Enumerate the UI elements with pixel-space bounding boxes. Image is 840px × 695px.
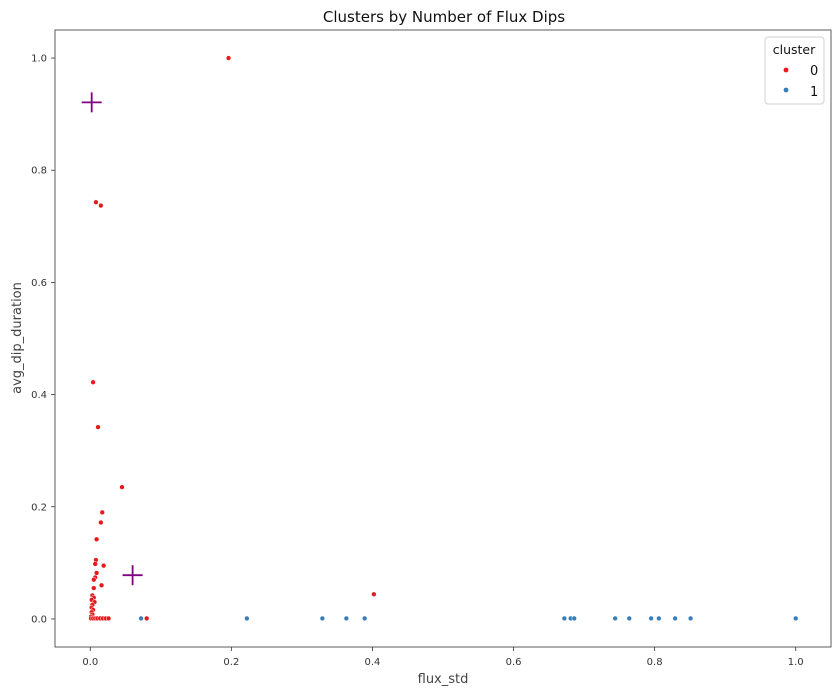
legend-marker-0 bbox=[783, 67, 789, 73]
data-point-cluster-0 bbox=[371, 591, 377, 597]
x-tick-label: 0.4 bbox=[365, 657, 381, 668]
data-point-cluster-0 bbox=[105, 615, 112, 622]
plot-area bbox=[54, 29, 832, 648]
data-points bbox=[88, 55, 799, 622]
data-point-cluster-1 bbox=[626, 615, 632, 622]
legend-box bbox=[764, 36, 825, 105]
data-point-cluster-1 bbox=[362, 615, 368, 622]
data-point-cluster-0 bbox=[92, 561, 98, 567]
centroid-markers bbox=[81, 92, 143, 586]
legend-title: cluster bbox=[773, 42, 816, 57]
data-point-cluster-0 bbox=[98, 582, 105, 588]
data-point-cluster-0 bbox=[93, 199, 99, 205]
data-point-cluster-1 bbox=[319, 615, 326, 622]
data-point-cluster-0 bbox=[144, 615, 150, 622]
y-tick-label: 0.6 bbox=[31, 278, 47, 289]
legend-label-1: 1 bbox=[810, 85, 818, 100]
chart-title: Clusters by Number of Flux Dips bbox=[323, 8, 565, 26]
centroid-marker-0 bbox=[81, 92, 102, 113]
data-point-cluster-0 bbox=[99, 509, 105, 516]
data-point-cluster-1 bbox=[793, 615, 799, 622]
y-tick-label: 0.0 bbox=[31, 614, 47, 625]
legend-marker-1 bbox=[783, 87, 789, 93]
x-tick-label: 1.0 bbox=[788, 657, 804, 668]
data-point-cluster-0 bbox=[95, 424, 101, 430]
data-point-cluster-1 bbox=[687, 615, 694, 622]
legend: cluster 0 1 bbox=[764, 36, 825, 105]
data-point-cluster-0 bbox=[91, 585, 97, 591]
data-point-cluster-1 bbox=[656, 615, 662, 622]
data-point-cluster-1 bbox=[561, 615, 567, 622]
y-axis-label: avg_dip_duration bbox=[10, 282, 25, 394]
data-point-cluster-0 bbox=[91, 577, 97, 583]
data-point-cluster-0 bbox=[225, 55, 232, 61]
x-tick-label: 0.2 bbox=[223, 657, 239, 668]
legend-label-0: 0 bbox=[810, 64, 818, 79]
data-point-cluster-0 bbox=[98, 202, 104, 209]
y-tick-label: 0.8 bbox=[31, 166, 47, 177]
data-point-cluster-0 bbox=[119, 484, 125, 490]
axis-ticks: 0.0 0.2 0.4 0.6 0.8 1.0 0.0 0.2 0.4 0.6 0.8 1.0 bbox=[31, 54, 804, 668]
data-point-cluster-1 bbox=[672, 615, 678, 622]
data-point-cluster-1 bbox=[138, 615, 144, 622]
data-point-cluster-1 bbox=[343, 615, 350, 622]
x-tick-label: 0.6 bbox=[506, 657, 522, 668]
y-tick-label: 0.2 bbox=[31, 502, 47, 513]
y-tick-label: 1.0 bbox=[31, 54, 47, 65]
data-point-cluster-1 bbox=[612, 615, 618, 622]
data-point-cluster-0 bbox=[98, 519, 104, 526]
x-axis-label: flux_std bbox=[418, 672, 469, 687]
data-point-cluster-0 bbox=[93, 570, 100, 576]
x-tick-label: 0.8 bbox=[647, 657, 663, 668]
y-tick-label: 0.4 bbox=[31, 390, 47, 401]
data-point-cluster-1 bbox=[571, 615, 577, 622]
x-tick-label: 0.0 bbox=[82, 657, 98, 668]
data-point-cluster-0 bbox=[93, 536, 100, 542]
data-point-cluster-1 bbox=[648, 615, 654, 622]
data-point-cluster-0 bbox=[90, 379, 96, 385]
data-point-cluster-1 bbox=[244, 615, 250, 622]
centroid-marker-1 bbox=[122, 565, 143, 586]
data-point-cluster-0 bbox=[101, 563, 107, 569]
